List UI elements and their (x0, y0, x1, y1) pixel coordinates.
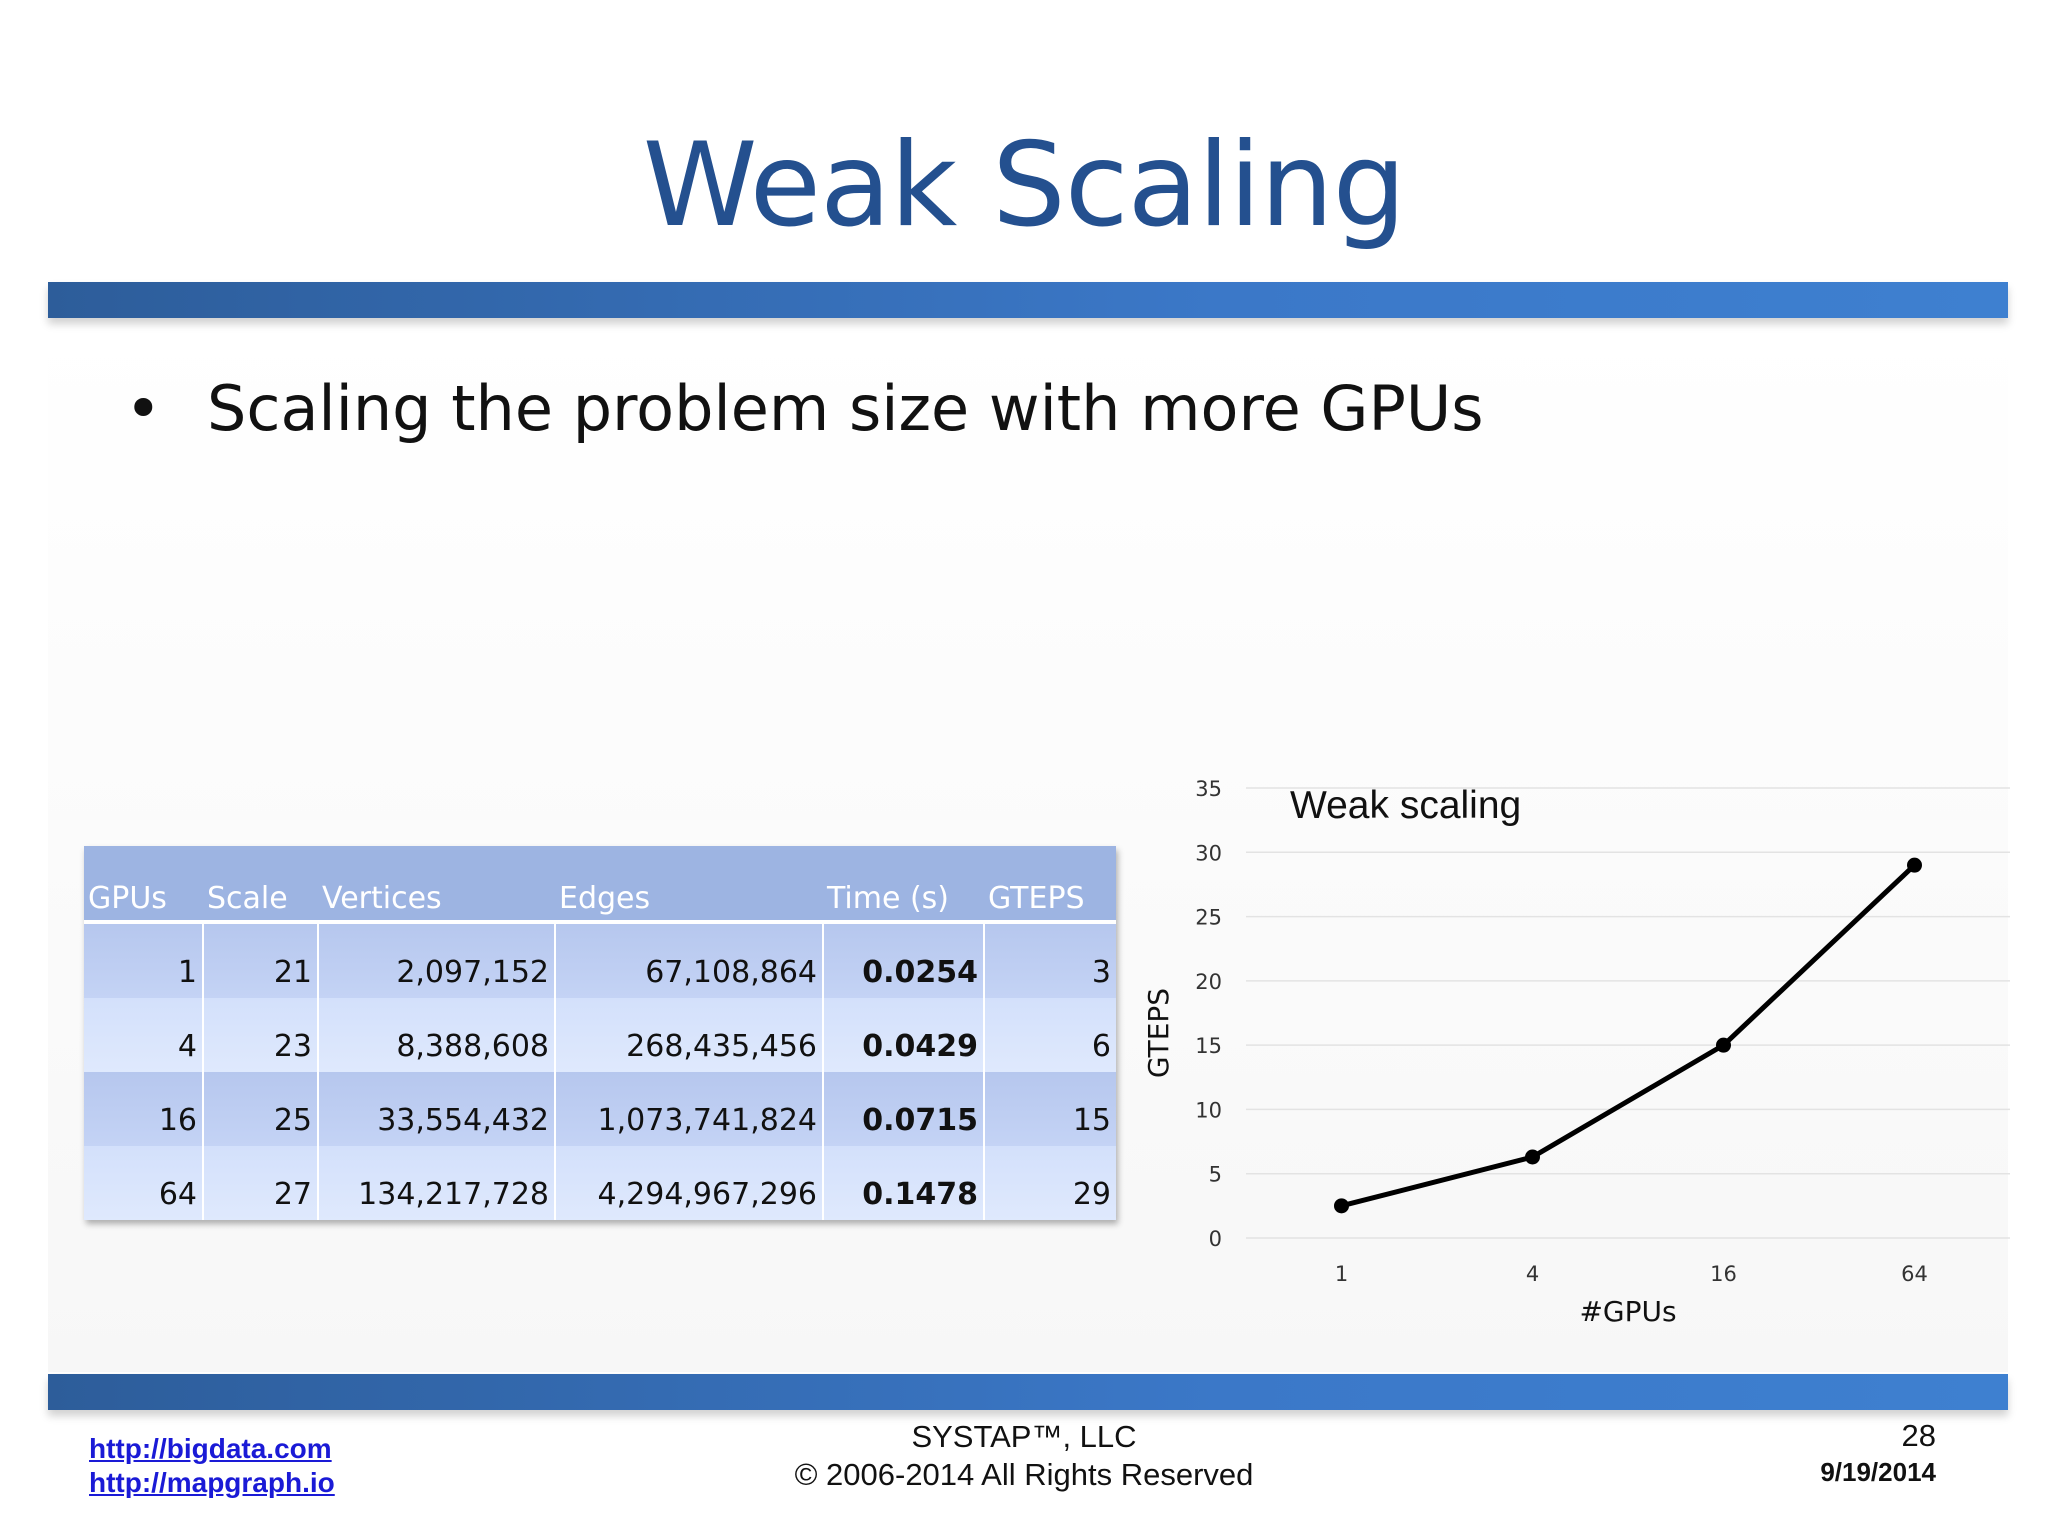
y-tick-label: 35 (1195, 777, 1222, 801)
x-tick-label: 4 (1526, 1262, 1539, 1286)
cell-scale: 23 (202, 998, 318, 1072)
cell-gpus: 1 (84, 922, 203, 998)
x-axis-label: #GPUs (1579, 1295, 1676, 1328)
cell-vertices: 8,388,608 (317, 998, 555, 1072)
bullet-icon: • (125, 372, 162, 445)
table-row: 64 27 134,217,728 4,294,967,296 0.1478 2… (84, 1146, 1116, 1220)
cell-edges: 1,073,741,824 (554, 1072, 823, 1146)
y-tick-label: 30 (1195, 841, 1222, 865)
header-scale: Scale (203, 846, 318, 924)
y-tick-label: 10 (1195, 1098, 1222, 1122)
data-point (1716, 1037, 1731, 1053)
cell-vertices: 2,097,152 (317, 922, 555, 998)
bullet-text: Scaling the problem size with more GPUs (207, 372, 1484, 445)
bigdata-link[interactable]: http://bigdata.com (89, 1433, 332, 1464)
cell-time: 0.0429 (822, 998, 984, 1072)
header-gpus: GPUs (84, 846, 203, 924)
y-tick-label: 25 (1195, 906, 1222, 930)
cell-gpus: 16 (84, 1072, 203, 1146)
x-tick-label: 1 (1335, 1262, 1348, 1286)
cell-scale: 25 (202, 1072, 318, 1146)
cell-edges: 67,108,864 (554, 922, 823, 998)
cell-edges: 268,435,456 (554, 998, 823, 1072)
weak-scaling-chart: 0 5 10 15 20 25 30 35 1 4 16 64 GTEPS #GPUs Weak scali… (1142, 777, 2010, 1328)
x-tick-label: 64 (1901, 1262, 1928, 1286)
series-line (1340, 863, 1917, 1209)
company-name: SYSTAP™, LLC (911, 1419, 1137, 1454)
cell-gteps: 3 (983, 922, 1116, 998)
header-gteps: GTEPS (984, 846, 1116, 924)
bullet-item: • Scaling the problem size with more GPU… (125, 372, 1484, 445)
cell-time: 0.0715 (822, 1072, 984, 1146)
cell-scale: 27 (202, 1146, 318, 1220)
cell-time: 0.0254 (822, 922, 984, 998)
cell-time: 0.1478 (822, 1146, 984, 1220)
table-row: 4 23 8,388,608 268,435,456 0.0429 6 (84, 998, 1116, 1072)
data-point (1525, 1149, 1540, 1165)
x-tick-label: 16 (1710, 1262, 1737, 1286)
footer-links: http://bigdata.com http://mapgraph.io (89, 1432, 335, 1500)
cell-edges: 4,294,967,296 (554, 1146, 823, 1220)
cell-vertices: 33,554,432 (317, 1072, 555, 1146)
copyright-text: © 2006-2014 All Rights Reserved (794, 1457, 1254, 1492)
cell-gteps: 29 (983, 1146, 1116, 1220)
cell-gpus: 4 (84, 998, 203, 1072)
data-point (1907, 857, 1922, 873)
weak-scaling-table: GPUs Scale Vertices Edges Time (s) GTEPS… (84, 846, 1116, 1220)
header-vertices: Vertices (318, 846, 555, 924)
y-tick-label: 5 (1209, 1163, 1222, 1187)
y-tick-label: 15 (1195, 1034, 1222, 1058)
cell-vertices: 134,217,728 (317, 1146, 555, 1220)
cell-gpus: 64 (84, 1146, 203, 1220)
header-time: Time (s) (823, 846, 984, 924)
page-number: 28 (1901, 1418, 1936, 1453)
y-tick-label: 0 (1209, 1227, 1222, 1251)
slide-title: Weak Scaling (642, 118, 1407, 253)
footer-copyright-block: SYSTAP™, LLC © 2006-2014 All Rights Rese… (0, 1418, 2048, 1494)
chart-title: Weak scaling (1290, 784, 1521, 827)
data-point (1334, 1198, 1349, 1214)
header-edges: Edges (555, 846, 823, 924)
cell-gteps: 6 (983, 998, 1116, 1072)
table-row: 16 25 33,554,432 1,073,741,824 0.0715 15 (84, 1072, 1116, 1146)
header-band (48, 282, 2008, 318)
footer-date: 9/19/2014 (1820, 1457, 1936, 1487)
y-axis-label: GTEPS (1142, 988, 1175, 1078)
mapgraph-link[interactable]: http://mapgraph.io (89, 1467, 335, 1498)
y-tick-label: 20 (1195, 970, 1222, 994)
cell-gteps: 15 (983, 1072, 1116, 1146)
footer-band (48, 1374, 2008, 1410)
table-header-row: GPUs Scale Vertices Edges Time (s) GTEPS (84, 846, 1116, 924)
table-row: 1 21 2,097,152 67,108,864 0.0254 3 (84, 922, 1116, 998)
cell-scale: 21 (202, 922, 318, 998)
